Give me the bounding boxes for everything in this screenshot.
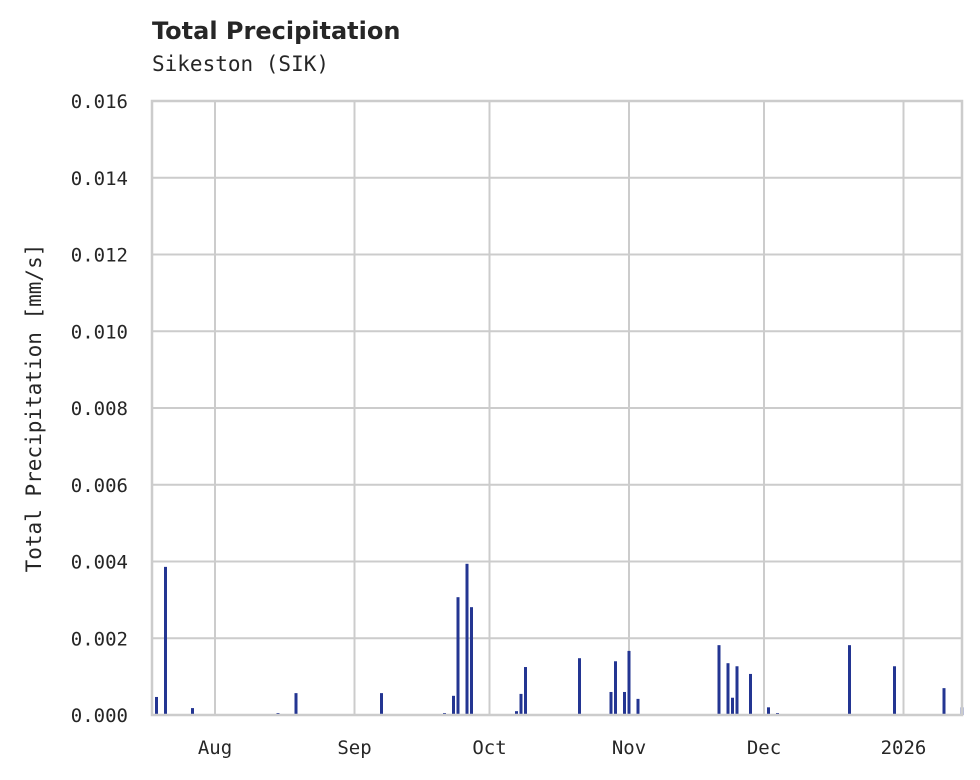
- precip-bar: [294, 693, 298, 715]
- precip-bar: [731, 697, 734, 715]
- precip-bar: [164, 566, 167, 715]
- chart-title: Total Precipitation: [152, 17, 401, 45]
- precip-bar: [636, 698, 640, 715]
- precip-bar: [767, 707, 770, 715]
- precip-bar: [609, 691, 613, 715]
- precip-bar: [578, 658, 581, 715]
- precip-bar: [470, 607, 473, 715]
- y-tick-label: 0.002: [71, 628, 128, 650]
- y-tick-label: 0.000: [71, 705, 128, 727]
- gridlines: [152, 100, 962, 716]
- precip-bar: [155, 696, 158, 715]
- y-axis-ticks: 0.000 0.002 0.004 0.006 0.008 0.010 0.012 0.014…: [71, 91, 128, 727]
- precip-bar: [524, 667, 527, 715]
- precip-bar: [452, 695, 455, 715]
- precip-bar: [380, 693, 383, 715]
- precip-bar: [623, 691, 626, 715]
- x-tick-label: Sep: [337, 737, 371, 759]
- precip-bar: [726, 663, 730, 715]
- precip-bar: [749, 673, 752, 715]
- precip-bar: [848, 645, 851, 715]
- x-tick-label: Oct: [472, 737, 506, 759]
- x-tick-label: Nov: [612, 737, 646, 759]
- x-tick-label: Aug: [198, 737, 232, 759]
- y-tick-label: 0.016: [71, 91, 128, 113]
- precip-bar: [614, 661, 617, 715]
- x-tick-label: Dec: [747, 737, 781, 759]
- precip-bar: [942, 688, 946, 715]
- precip-bar: [456, 597, 460, 715]
- y-tick-label: 0.008: [71, 398, 128, 420]
- chart-subtitle: Sikeston (SIK): [152, 52, 330, 76]
- precip-bar: [735, 666, 739, 715]
- precip-bar: [465, 563, 469, 715]
- precip-bar: [717, 645, 721, 715]
- x-tick-label: 2026: [881, 737, 927, 759]
- y-tick-label: 0.006: [71, 475, 128, 497]
- precip-bar: [515, 711, 518, 715]
- precip-bar: [893, 666, 896, 715]
- y-tick-label: 0.014: [71, 168, 128, 190]
- precip-bar: [191, 708, 194, 715]
- y-tick-label: 0.012: [71, 245, 128, 267]
- plot-frame: [150, 99, 964, 717]
- y-tick-label: 0.004: [71, 552, 128, 574]
- x-axis-ticks: Aug Sep Oct Nov Dec 2026: [198, 737, 927, 759]
- precip-bar: [627, 650, 631, 715]
- precip-bar: [519, 693, 523, 715]
- y-tick-label: 0.010: [71, 321, 128, 343]
- precipitation-bars: [155, 563, 964, 715]
